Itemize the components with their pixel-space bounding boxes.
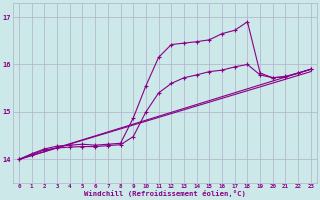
X-axis label: Windchill (Refroidissement éolien,°C): Windchill (Refroidissement éolien,°C): [84, 190, 246, 197]
